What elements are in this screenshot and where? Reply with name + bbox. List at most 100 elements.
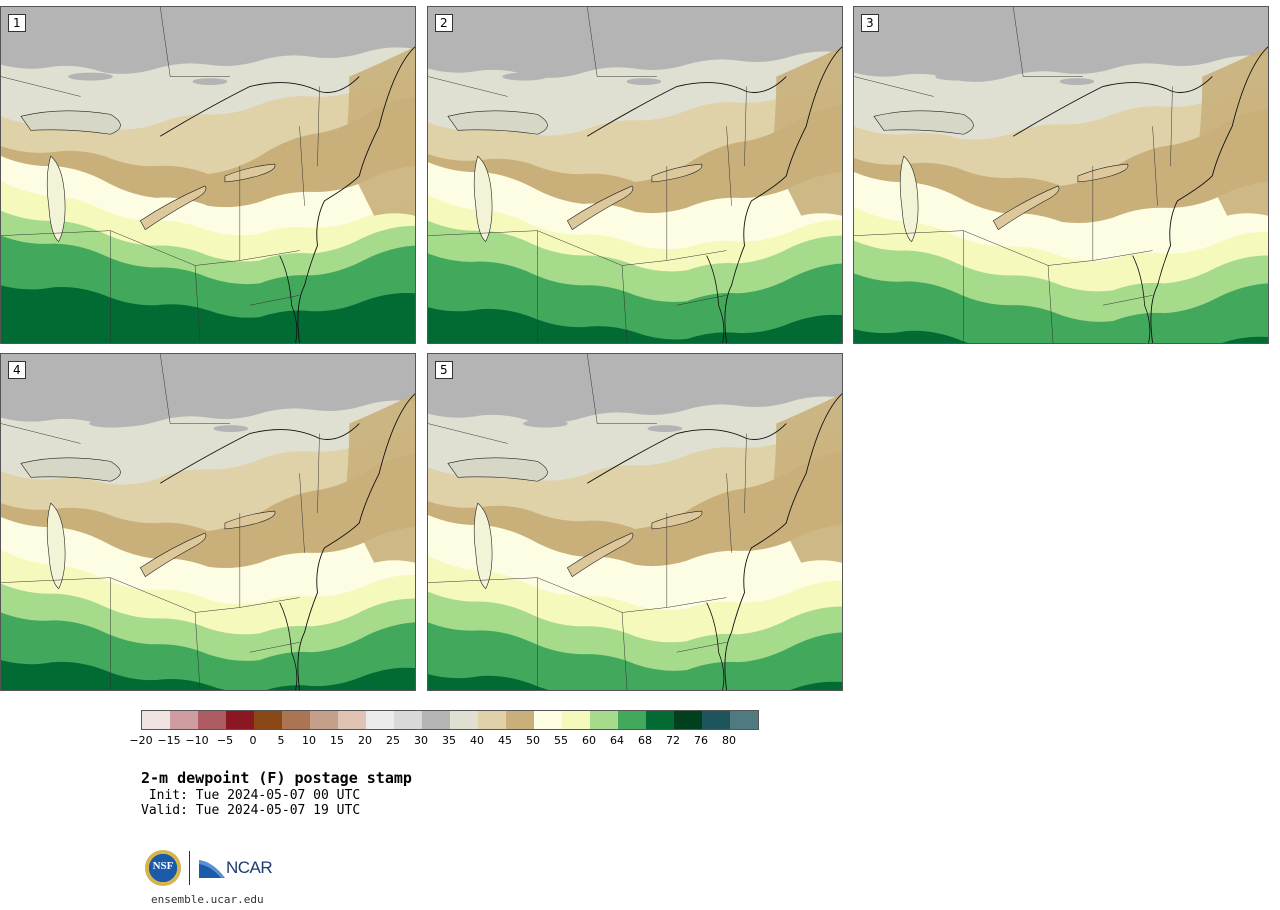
grey-patch <box>1059 78 1095 86</box>
grey-patch <box>68 72 113 81</box>
grey-patch <box>495 378 536 389</box>
lake-erie <box>992 185 1060 231</box>
lake-superior <box>447 110 548 135</box>
dewpoint-map-4 <box>1 354 415 690</box>
state-line <box>1 423 81 444</box>
ncar-logo-text: NCAR <box>226 858 273 877</box>
state-line <box>621 612 628 690</box>
grey-patch <box>754 371 815 386</box>
dewpoint-map-2 <box>428 7 842 343</box>
atlantic-tan <box>344 46 415 216</box>
state-line <box>1092 166 1153 261</box>
border-line <box>1013 76 1213 137</box>
ncar-logo: NCAR <box>199 858 273 878</box>
chesapeake-bay <box>1132 255 1151 343</box>
state-line <box>239 513 300 608</box>
panel-label-2: 2 <box>435 14 453 32</box>
state-line <box>726 473 732 553</box>
chesapeake-bay <box>279 602 298 690</box>
grey-patch <box>299 24 360 39</box>
colorbar-tick-label: 55 <box>554 734 568 747</box>
state-line <box>726 126 732 206</box>
atlantic-tan <box>771 393 842 563</box>
colorbar-tick-label: 64 <box>610 734 624 747</box>
colorbar-tick-label: 5 <box>277 734 285 747</box>
state-line <box>586 7 657 77</box>
state-line <box>1 577 240 613</box>
grey-patch <box>115 19 186 34</box>
colorbar-swatch <box>646 711 674 729</box>
grey-patch <box>1101 40 1152 53</box>
band-68-72 <box>854 329 1268 343</box>
lake-michigan <box>46 155 66 243</box>
grey-patch <box>523 419 568 428</box>
state-line <box>586 354 657 424</box>
grey-patch <box>733 24 794 39</box>
map-panel-4: 4 <box>0 353 416 691</box>
grey-patch <box>935 72 980 81</box>
state-line <box>854 76 934 97</box>
grey-patch <box>213 425 249 433</box>
ncar-swoosh-icon <box>199 860 225 878</box>
grey-patch <box>474 31 515 42</box>
grey-patch <box>982 19 1053 34</box>
grey-patch <box>502 72 547 81</box>
state-line <box>621 265 628 343</box>
dewpoint-map-3 <box>854 7 1268 343</box>
map-panel-5: 5 <box>427 353 843 691</box>
nsf-logo-text: NSF <box>152 860 174 872</box>
grey-patch <box>626 78 662 86</box>
nsf-logo-icon: NSF <box>145 850 181 886</box>
colorbar-tick-label: −5 <box>216 734 234 747</box>
colorbar-tick-label: 45 <box>498 734 512 747</box>
grey-patch <box>192 78 228 86</box>
band-68-72 <box>428 307 842 343</box>
colorbar-swatch <box>674 711 702 729</box>
lake-superior <box>873 110 974 135</box>
colorbar-tick-label: 60 <box>582 734 596 747</box>
grey-patch <box>907 31 948 42</box>
grey-patch <box>61 378 102 389</box>
colorbar-swatch <box>366 711 394 729</box>
grey-patch <box>89 419 134 428</box>
map-panel-1: 1 <box>0 6 416 344</box>
valid-time: Valid: Tue 2024-05-07 19 UTC <box>141 803 361 818</box>
grey-patch <box>1166 24 1227 39</box>
dewpoint-map-1 <box>1 7 415 343</box>
lake-erie <box>139 185 207 231</box>
site-url[interactable]: ensemble.ucar.edu <box>151 893 264 906</box>
coastline <box>297 393 415 690</box>
colorbar-tick-label: −15 <box>157 734 181 747</box>
lake-ontario <box>651 510 703 530</box>
colorbar-swatch <box>618 711 646 729</box>
panel-label-5: 5 <box>435 361 453 379</box>
colorbar-tick-label: 30 <box>414 734 428 747</box>
colorbar-swatch <box>450 711 478 729</box>
colorbar-tick-label: 50 <box>526 734 540 747</box>
colorbar-tick-label: −20 <box>129 734 153 747</box>
lake-michigan <box>46 502 66 590</box>
band-64-68 <box>428 622 842 690</box>
lake-michigan <box>473 502 493 590</box>
state-line <box>239 166 300 261</box>
colorbar-swatch <box>142 711 170 729</box>
state-line <box>1 230 240 266</box>
colorbar-tick-label: 35 <box>442 734 456 747</box>
state-line <box>428 423 508 444</box>
coastline <box>724 393 842 690</box>
lake-superior <box>447 457 548 482</box>
footer-logos: NSF NCAR <box>145 850 273 886</box>
lake-superior <box>20 110 121 135</box>
panel-label-1: 1 <box>8 14 26 32</box>
colorbar-swatch <box>282 711 310 729</box>
lake-ontario <box>224 163 276 183</box>
state-line <box>1047 265 1054 343</box>
colorbar-swatch <box>702 711 730 729</box>
lake-erie <box>139 532 207 578</box>
grey-patch <box>689 387 740 400</box>
colorbar-tick-label: 76 <box>694 734 708 747</box>
colorbar-swatch <box>198 711 226 729</box>
lake-michigan <box>899 155 919 243</box>
state-line <box>1170 86 1173 167</box>
dewpoint-map-5 <box>428 354 842 690</box>
